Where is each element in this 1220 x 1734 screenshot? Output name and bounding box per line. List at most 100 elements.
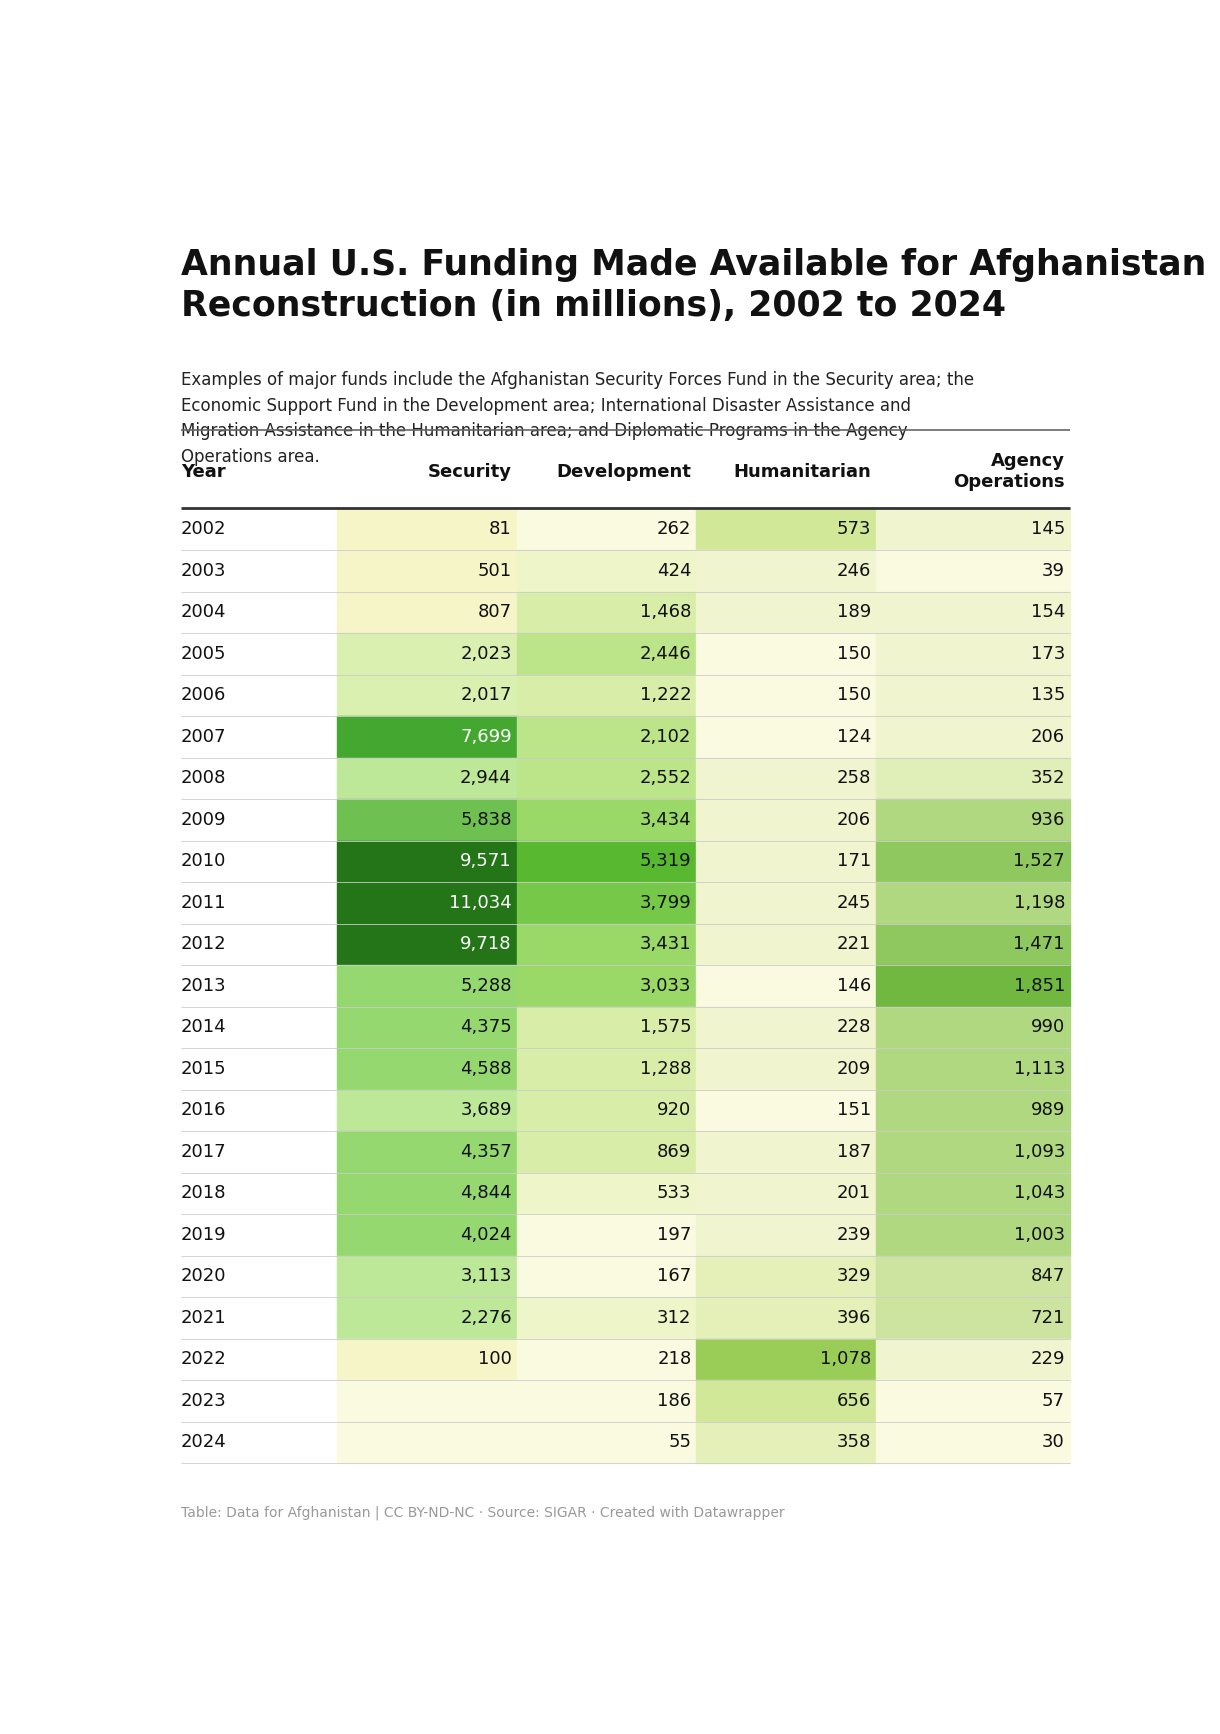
- Bar: [697, 883, 876, 924]
- Text: 1,468: 1,468: [640, 603, 692, 621]
- Bar: [337, 1255, 516, 1297]
- Text: 186: 186: [658, 1392, 692, 1410]
- Text: 352: 352: [1031, 770, 1065, 787]
- Bar: [697, 1214, 876, 1255]
- Bar: [697, 799, 876, 841]
- Text: 989: 989: [1031, 1101, 1065, 1120]
- Text: 573: 573: [837, 520, 871, 538]
- Text: 150: 150: [837, 687, 871, 704]
- Bar: [697, 1297, 876, 1339]
- Text: 206: 206: [837, 812, 871, 829]
- Text: 3,799: 3,799: [639, 893, 692, 912]
- Text: 807: 807: [478, 603, 512, 621]
- Text: 81: 81: [489, 520, 512, 538]
- Bar: [337, 883, 516, 924]
- Bar: [337, 633, 516, 675]
- Bar: [697, 1006, 876, 1047]
- Bar: [337, 1131, 516, 1172]
- Text: 2017: 2017: [181, 1143, 227, 1160]
- Bar: [876, 841, 1070, 883]
- Bar: [876, 675, 1070, 716]
- Bar: [516, 924, 697, 966]
- Text: 3,431: 3,431: [639, 935, 692, 954]
- Text: 1,575: 1,575: [639, 1018, 692, 1037]
- Bar: [876, 758, 1070, 799]
- Bar: [181, 1255, 337, 1297]
- Bar: [337, 1172, 516, 1214]
- Bar: [337, 1214, 516, 1255]
- Text: 2014: 2014: [181, 1018, 227, 1037]
- Text: 171: 171: [837, 853, 871, 870]
- Bar: [337, 841, 516, 883]
- Bar: [337, 1422, 516, 1463]
- Bar: [876, 1380, 1070, 1422]
- Bar: [697, 508, 876, 550]
- Bar: [337, 1047, 516, 1089]
- Bar: [181, 508, 337, 550]
- Text: 11,034: 11,034: [449, 893, 512, 912]
- Text: 2018: 2018: [181, 1184, 227, 1202]
- Text: 2,023: 2,023: [460, 645, 512, 662]
- Bar: [181, 1131, 337, 1172]
- Text: 197: 197: [658, 1226, 692, 1243]
- Text: 2,017: 2,017: [460, 687, 512, 704]
- Text: 167: 167: [658, 1268, 692, 1285]
- Bar: [876, 1339, 1070, 1380]
- Bar: [516, 799, 697, 841]
- Bar: [697, 1089, 876, 1131]
- Bar: [516, 1089, 697, 1131]
- Bar: [876, 1089, 1070, 1131]
- Text: 4,588: 4,588: [460, 1059, 512, 1079]
- Bar: [181, 1047, 337, 1089]
- Text: 721: 721: [1031, 1309, 1065, 1327]
- Bar: [516, 1214, 697, 1255]
- Text: 245: 245: [837, 893, 871, 912]
- Text: 209: 209: [837, 1059, 871, 1079]
- Bar: [516, 1131, 697, 1172]
- Text: 2019: 2019: [181, 1226, 227, 1243]
- Bar: [697, 758, 876, 799]
- Text: Year: Year: [181, 463, 226, 480]
- Bar: [337, 508, 516, 550]
- Text: 2,446: 2,446: [639, 645, 692, 662]
- Bar: [697, 550, 876, 591]
- Text: 239: 239: [837, 1226, 871, 1243]
- Text: 312: 312: [658, 1309, 692, 1327]
- Bar: [516, 675, 697, 716]
- Bar: [697, 1422, 876, 1463]
- Text: 229: 229: [1031, 1351, 1065, 1368]
- Bar: [337, 1089, 516, 1131]
- Text: 228: 228: [837, 1018, 871, 1037]
- Bar: [876, 1297, 1070, 1339]
- Text: 187: 187: [837, 1143, 871, 1160]
- Text: 869: 869: [658, 1143, 692, 1160]
- Text: 2010: 2010: [181, 853, 226, 870]
- Bar: [337, 966, 516, 1006]
- Bar: [337, 1380, 516, 1422]
- Bar: [697, 591, 876, 633]
- Text: 2,276: 2,276: [460, 1309, 512, 1327]
- Bar: [181, 924, 337, 966]
- Bar: [181, 435, 1070, 508]
- Text: 1,093: 1,093: [1014, 1143, 1065, 1160]
- Text: 189: 189: [837, 603, 871, 621]
- Text: 206: 206: [1031, 728, 1065, 746]
- Bar: [337, 716, 516, 758]
- Bar: [876, 1047, 1070, 1089]
- Bar: [697, 1339, 876, 1380]
- Bar: [876, 591, 1070, 633]
- Text: 246: 246: [837, 562, 871, 579]
- Bar: [876, 966, 1070, 1006]
- Bar: [516, 758, 697, 799]
- Text: 4,024: 4,024: [460, 1226, 512, 1243]
- Text: 258: 258: [837, 770, 871, 787]
- Text: 3,689: 3,689: [460, 1101, 512, 1120]
- Bar: [697, 675, 876, 716]
- Bar: [697, 1131, 876, 1172]
- Text: 1,471: 1,471: [1014, 935, 1065, 954]
- Bar: [516, 1006, 697, 1047]
- Bar: [181, 883, 337, 924]
- Bar: [181, 1089, 337, 1131]
- Text: 358: 358: [837, 1434, 871, 1451]
- Text: 1,078: 1,078: [820, 1351, 871, 1368]
